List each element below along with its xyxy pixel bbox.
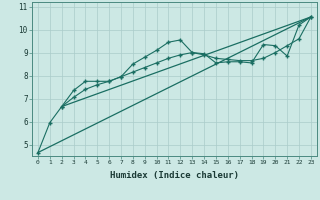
X-axis label: Humidex (Indice chaleur): Humidex (Indice chaleur) <box>110 171 239 180</box>
